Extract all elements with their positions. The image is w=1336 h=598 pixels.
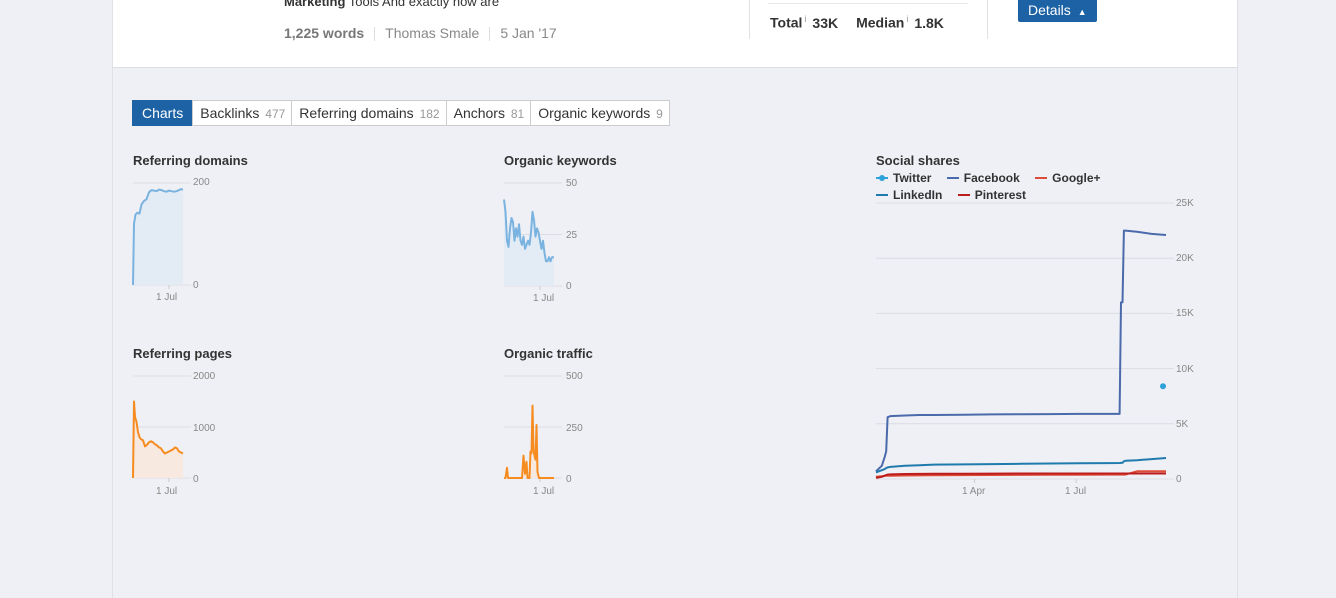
linkedin-line[interactable]	[875, 457, 1167, 474]
y-tick-label: 0	[566, 474, 572, 485]
series-area	[133, 401, 183, 478]
tab-charts[interactable]: Charts	[132, 100, 194, 126]
legend-item-twitter[interactable]: Twitter	[876, 171, 931, 185]
divider	[374, 27, 376, 42]
legend-item-facebook[interactable]: Facebook	[946, 171, 1020, 185]
social-shares-chart[interactable]	[875, 202, 1174, 483]
legend-item-linkedin[interactable]: LinkedIn	[876, 188, 942, 202]
tab-organic-keywords[interactable]: Organic keywords 9	[530, 100, 670, 126]
y-tick-label: 25K	[1176, 198, 1194, 209]
article-title-keyword: Marketing	[284, 0, 346, 9]
pinterest-swatch	[957, 194, 970, 196]
y-tick-label: 15K	[1176, 308, 1194, 319]
details-button[interactable]: Details ▲	[1018, 0, 1097, 22]
article-title-rest: Tools And exactly how are	[345, 0, 500, 9]
x-tick-label: 1 Jul	[1065, 486, 1087, 497]
y-tick-label: 25	[566, 230, 578, 241]
tab-referring-domains[interactable]: Referring domains 182	[291, 100, 447, 126]
y-tick-label: 0	[193, 474, 199, 485]
median-value: 1.8K	[914, 14, 944, 31]
chart-title-organic-keywords: Organic keywords	[504, 153, 617, 168]
legend-label: Facebook	[963, 171, 1020, 185]
legend-label: LinkedIn	[893, 188, 943, 202]
info-icon[interactable]: i	[804, 14, 807, 24]
series-line	[504, 404, 554, 479]
y-tick-label: 250	[566, 423, 583, 434]
publish-date: 5 Jan '17	[500, 25, 557, 41]
chart-title-referring-domains: Referring domains	[133, 153, 248, 168]
tab-count: 182	[419, 107, 440, 121]
linkedin-swatch	[876, 194, 888, 196]
legend-label: Pinterest	[974, 188, 1027, 202]
pinterest-line[interactable]	[875, 472, 1166, 479]
tab-count: 477	[265, 107, 286, 121]
tab-label: Anchors	[453, 105, 505, 121]
y-tick-label: 1000	[193, 423, 216, 434]
divider	[749, 0, 750, 39]
tab-count: 81	[510, 107, 525, 121]
y-tick-label: 0	[193, 280, 199, 291]
series-line	[132, 188, 184, 286]
y-tick-label: 200	[193, 177, 210, 188]
organic-traffic-chart[interactable]	[504, 375, 562, 482]
divider	[489, 27, 491, 42]
legend-label: Google+	[1052, 171, 1101, 185]
total-value: 33K	[812, 14, 839, 31]
author: Thomas Smale	[385, 25, 480, 41]
series-area	[133, 189, 183, 285]
tab-count: 9	[656, 107, 663, 121]
y-tick-label: 500	[566, 371, 583, 382]
article-meta: 1,225 words Thomas Smale 5 Jan '17	[284, 25, 557, 42]
chart-title-organic-traffic: Organic traffic	[504, 346, 593, 361]
divider	[768, 3, 968, 4]
chart-title-referring-pages: Referring pages	[133, 346, 232, 361]
legend-label: Twitter	[893, 171, 932, 185]
y-tick-label: 0	[1176, 474, 1182, 485]
y-tick-label: 20K	[1176, 253, 1194, 264]
tab-bar: Charts Backlinks 477 Referring domains 1…	[132, 100, 670, 126]
y-tick-label: 5K	[1176, 419, 1189, 430]
social-shares-legend: Twitter Facebook Google+ LinkedIn Pinter…	[876, 168, 1186, 202]
series-line	[132, 400, 184, 479]
chart-title-social-shares: Social shares	[876, 153, 960, 168]
y-tick-label: 50	[566, 178, 578, 189]
y-tick-label: 2000	[193, 371, 216, 382]
x-tick-label: 1 Apr	[962, 486, 986, 497]
tab-label: Backlinks	[200, 105, 260, 121]
facebook-line[interactable]	[875, 229, 1167, 473]
google-plus-swatch	[1035, 177, 1048, 179]
legend-item-pinterest[interactable]: Pinterest	[957, 188, 1027, 202]
y-tick-label: 10K	[1176, 364, 1194, 375]
referring-pages-chart[interactable]	[132, 375, 191, 482]
x-tick-label: 1 Jul	[156, 292, 178, 303]
tab-label: Referring domains	[299, 105, 414, 121]
series-line	[503, 199, 554, 263]
tab-label: Charts	[142, 105, 184, 121]
total-label: Total	[770, 14, 803, 31]
legend-item-google-plus[interactable]: Google+	[1035, 171, 1101, 185]
referring-domains-chart[interactable]	[132, 182, 191, 289]
y-tick-label: 0	[566, 281, 572, 292]
article-title[interactable]: Marketing Tools And exactly how are	[284, 0, 499, 9]
info-icon[interactable]: i	[906, 14, 909, 24]
content-panel	[112, 0, 1238, 598]
tab-backlinks[interactable]: Backlinks 477	[192, 100, 293, 126]
tab-anchors[interactable]: Anchors 81	[445, 100, 532, 126]
x-tick-label: 1 Jul	[533, 486, 555, 497]
facebook-swatch	[946, 177, 959, 179]
x-tick-label: 1 Jul	[533, 293, 555, 304]
x-tick-label: 1 Jul	[156, 486, 178, 497]
word-count: 1,225 words	[284, 25, 365, 41]
twitter-swatch	[876, 175, 888, 181]
median-label: Median	[856, 14, 905, 31]
tab-label: Organic keywords	[538, 105, 651, 121]
series-area	[504, 199, 554, 286]
caret-up-icon: ▲	[1077, 7, 1087, 17]
organic-keywords-chart[interactable]	[503, 182, 562, 290]
social-stats: Total i 33K Median i 1.8K	[770, 14, 962, 31]
details-label: Details	[1028, 2, 1071, 18]
divider	[987, 0, 988, 39]
twitter-point[interactable]	[1160, 383, 1166, 390]
article-card	[112, 0, 1238, 68]
